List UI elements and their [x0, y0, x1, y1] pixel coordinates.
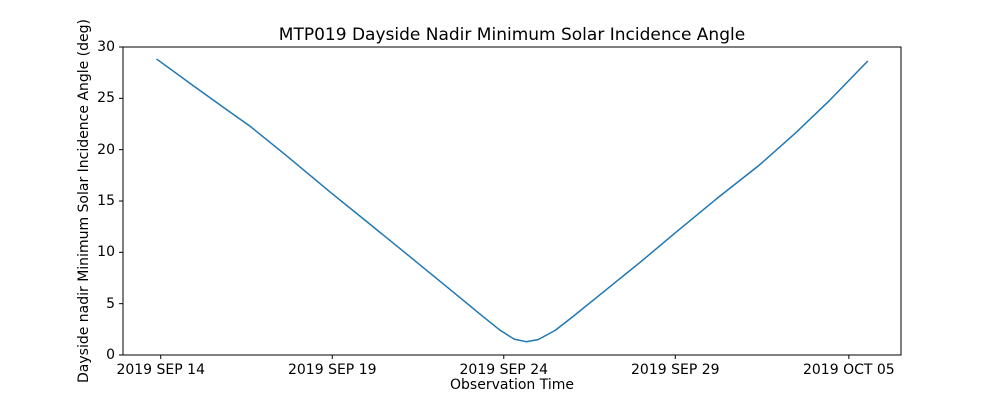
x-tick-label: 2019 SEP 19	[287, 362, 377, 378]
y-tick-label: 15	[97, 193, 115, 209]
y-tick-label: 25	[97, 90, 115, 107]
x-tick-label: 2019 SEP 29	[631, 362, 720, 378]
y-tick-label: 0	[106, 347, 115, 363]
plot-border	[122, 46, 902, 356]
y-tick-label: 30	[97, 39, 115, 55]
x-tick-label: 2019 SEP 14	[116, 362, 205, 378]
x-tick-label: 2019 SEP 24	[459, 362, 549, 378]
x-axis-label: Observation Time	[450, 377, 574, 393]
y-tick-label: 20	[97, 141, 115, 158]
tick-marks	[119, 46, 850, 359]
series-line	[156, 58, 869, 343]
y-tick-label: 5	[106, 295, 115, 312]
chart-title: MTP019 Dayside Nadir Minimum Solar Incid…	[278, 25, 746, 45]
y-tick-label: 10	[97, 244, 115, 261]
x-tick-label: 2019 OCT 05	[802, 362, 895, 378]
